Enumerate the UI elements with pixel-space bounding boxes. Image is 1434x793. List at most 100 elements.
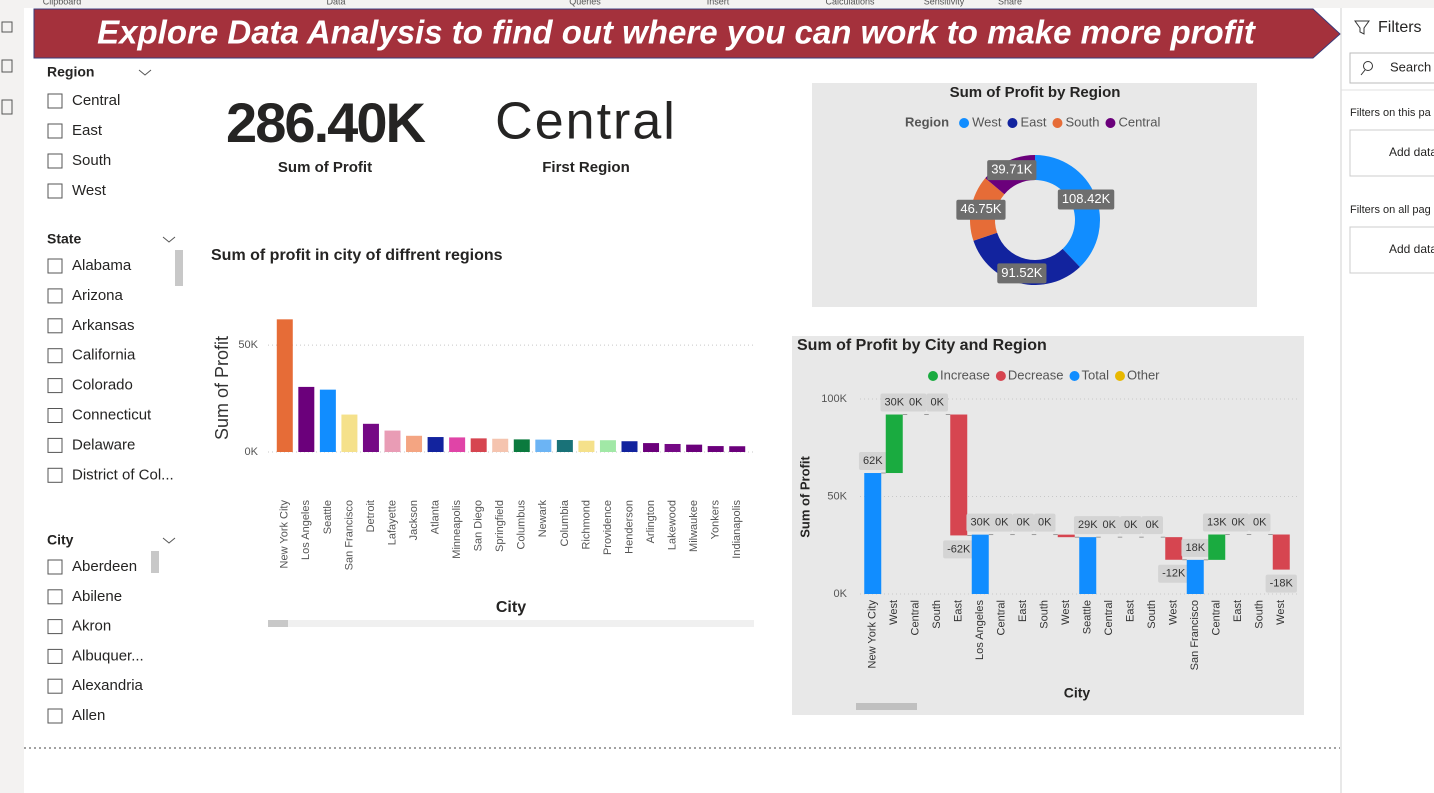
slicer-item: Abilene [72,588,122,605]
scrollbar-thumb[interactable] [268,620,288,627]
data-label-bg [956,199,1006,220]
legend-marker [928,371,938,381]
waterfall-bar [1057,534,1075,538]
checkbox[interactable] [47,708,63,724]
x-tick-label: South [1254,600,1266,629]
legend-label: Increase [940,367,990,382]
slicer-item: South [72,152,111,169]
waterfall-bar [1208,534,1226,560]
x-tick-label: Columbia [559,499,571,546]
legend-marker [995,371,1006,381]
x-tick-label: Providence [602,500,614,555]
legend-marker [1069,371,1080,381]
bar [535,439,552,452]
checkbox[interactable] [47,678,63,694]
data-label: 0K [1017,517,1031,529]
bar [362,423,379,452]
checkbox[interactable] [47,378,63,394]
x-tick-label: Central [1103,600,1115,635]
slicer-title: City [47,532,74,548]
filters-section-label: Filters on all pag [1350,204,1431,216]
report-view-icon[interactable] [1,21,13,33]
checkbox[interactable] [47,318,63,334]
slicer-item: Arkansas [72,317,135,334]
checkbox[interactable] [47,258,63,274]
checkbox[interactable] [47,93,63,109]
search-icon [1363,61,1373,71]
bar [686,444,703,452]
x-tick-label: South [1146,600,1158,629]
add-data-box[interactable] [1349,226,1434,274]
bar [492,438,509,452]
x-tick-label: East [953,600,965,622]
checkbox[interactable] [47,183,63,199]
data-label: 0K [1146,519,1160,531]
slicer-title: State [47,231,81,247]
checkbox[interactable] [47,288,63,304]
checkbox[interactable] [47,437,63,453]
add-data-button: Add data [1389,242,1434,256]
scrollbar-thumb[interactable] [175,250,183,286]
slicer-item: Aberdeen [72,558,137,575]
slicer-item: Alexandria [72,677,144,694]
data-label-bg [858,452,887,471]
data-label: -12K [1162,568,1186,580]
x-tick-label: Richmond [580,500,592,550]
chart-title: Sum of Profit by Region [950,84,1121,101]
legend-label: Central [1118,114,1160,129]
data-label-bg [1202,513,1231,532]
scrollbar[interactable] [268,620,754,627]
x-tick-label: East [1017,600,1029,622]
scrollbar-thumb[interactable] [856,703,917,710]
legend-label: Other [1127,367,1160,382]
x-tick-label: San Francisco [343,500,355,570]
x-tick-label: Seattle [322,500,334,534]
checkbox[interactable] [47,467,63,483]
checkbox[interactable] [47,348,63,364]
data-label-bg [987,160,1037,181]
checkbox[interactable] [47,123,63,139]
legend-label: Total [1082,367,1110,382]
scrollbar-thumb[interactable] [151,551,159,573]
legend-marker [959,118,970,128]
add-data-box[interactable] [1349,129,1434,177]
ribbon-group-label: Share [998,0,1022,6]
y-axis-title: Sum of Profit [797,456,812,538]
waterfall-bar [950,414,968,536]
data-label-bg [1073,516,1102,535]
checkbox[interactable] [47,153,63,169]
ribbon-group-label: Insert [707,0,730,6]
legend-title: Region [905,114,949,129]
bar [341,414,358,452]
x-tick-label: Detroit [365,500,377,532]
bar [449,437,466,452]
filters-title: Filters [1378,19,1422,36]
slicer-item: Alabama [72,257,132,274]
x-tick-label: Central [996,600,1008,635]
x-tick-label: Atlanta [429,499,441,534]
y-tick-label: 0K [834,588,848,600]
checkbox[interactable] [47,559,63,575]
x-tick-label: San Diego [473,500,485,551]
data-label: 30K [884,396,904,408]
checkbox[interactable] [47,648,63,664]
model-view-icon[interactable] [1,99,13,115]
data-label: 18K [1185,542,1205,554]
bar [384,430,401,452]
bar [599,440,616,452]
x-tick-label: West [1275,600,1287,625]
data-label: 91.52K [1001,265,1043,280]
slicer-item: District of Col... [72,466,174,483]
checkbox[interactable] [47,408,63,423]
data-view-icon[interactable] [1,59,13,73]
waterfall-bar [864,473,882,594]
data-label-bg [991,513,1013,532]
checkbox[interactable] [47,589,63,605]
x-tick-label: Los Angeles [300,500,312,560]
banner-shape [33,8,1341,59]
chart-title: Sum of Profit by City and Region [797,337,1047,354]
y-axis-title: Sum of Profit [212,336,232,440]
checkbox[interactable] [47,619,63,635]
search-placeholder: Search [1390,59,1431,74]
data-label-bg [1249,513,1271,532]
